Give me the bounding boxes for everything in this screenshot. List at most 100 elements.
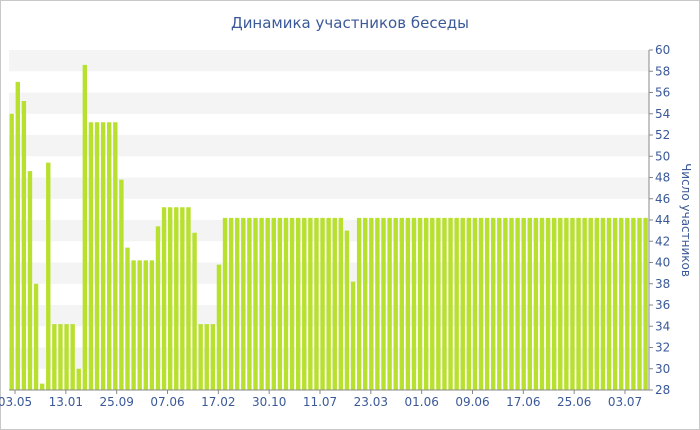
bar <box>131 260 136 390</box>
y-tick-label: 38 <box>655 277 670 291</box>
bar <box>94 122 100 390</box>
bar <box>521 217 526 390</box>
bar <box>356 217 362 390</box>
bar <box>82 64 88 390</box>
bar <box>332 217 337 390</box>
bar <box>15 81 20 390</box>
bar <box>564 217 569 390</box>
bar <box>100 122 106 390</box>
y-tick-label: 48 <box>655 171 670 185</box>
bar <box>625 217 630 390</box>
bar <box>88 122 94 390</box>
bar <box>326 217 331 390</box>
bar <box>174 207 179 390</box>
y-tick-label: 52 <box>655 128 670 142</box>
bar <box>448 217 453 390</box>
bar <box>107 122 112 390</box>
bar <box>259 217 264 390</box>
bar <box>320 217 325 390</box>
bar <box>277 217 283 390</box>
y-tick-label: 34 <box>655 319 670 333</box>
bar <box>302 217 307 390</box>
bar <box>9 113 14 390</box>
grid-band <box>9 113 649 135</box>
bar <box>271 217 276 390</box>
y-tick-label: 36 <box>655 298 670 312</box>
bar <box>637 217 642 390</box>
bar <box>70 324 75 390</box>
x-tick-label: 07.06 <box>150 395 184 409</box>
bar <box>33 283 39 390</box>
x-tick-label: 01.06 <box>404 395 438 409</box>
y-axis: 28 30 32 34 36 38 40 42 44 46 48 50 52 54 56 58 60 <box>648 43 670 397</box>
bar <box>76 368 81 390</box>
bar <box>600 217 606 390</box>
bar <box>375 217 380 390</box>
bar <box>369 217 374 390</box>
bar <box>417 217 423 390</box>
bar <box>570 217 575 390</box>
bar <box>338 217 344 390</box>
chart-title: Динамика участников беседы <box>230 14 470 32</box>
grid-band <box>9 156 649 178</box>
bar <box>192 232 197 390</box>
bar <box>497 217 502 390</box>
bar <box>454 217 459 390</box>
bar <box>137 260 142 390</box>
bar <box>509 217 514 390</box>
grid-band <box>9 71 649 93</box>
y-tick-label: 30 <box>655 362 670 376</box>
y-tick-label: 44 <box>655 213 670 227</box>
bars <box>9 64 648 390</box>
bar <box>491 217 496 390</box>
y-tick-label: 50 <box>655 149 670 163</box>
x-tick-label: 17.06 <box>506 395 540 409</box>
x-tick-label: 25.09 <box>99 395 133 409</box>
grid-band <box>9 135 649 157</box>
bar <box>423 217 429 390</box>
bar <box>643 217 648 390</box>
bar <box>295 217 301 390</box>
bar <box>265 217 270 390</box>
y-tick-label: 46 <box>655 192 670 206</box>
bar <box>484 217 490 390</box>
bar <box>551 217 557 390</box>
bar <box>387 217 392 390</box>
bar <box>125 247 130 390</box>
y-tick-label: 28 <box>655 383 670 397</box>
x-tick-label: 03.05 <box>0 395 32 409</box>
grid-band <box>9 177 649 199</box>
y-tick-label: 54 <box>655 107 670 121</box>
bar <box>442 217 447 390</box>
bar <box>167 207 173 390</box>
bar <box>204 324 209 390</box>
x-tick-label: 11.07 <box>303 395 337 409</box>
x-axis: 03.05 13.01 25.09 07.06 17.02 30.10 11.07 23.03… <box>0 389 649 409</box>
bar <box>619 217 624 390</box>
bar <box>314 217 319 390</box>
y-tick-label: 56 <box>655 86 670 100</box>
bar <box>503 217 508 390</box>
bar <box>52 324 57 390</box>
bar <box>39 383 45 390</box>
bar <box>478 217 484 390</box>
bar <box>198 324 203 390</box>
bar <box>289 217 295 390</box>
bar <box>64 324 69 390</box>
bar <box>527 217 532 390</box>
bar <box>235 217 240 390</box>
bar <box>381 217 386 390</box>
bar <box>113 122 118 390</box>
bar <box>216 264 222 390</box>
bar <box>515 217 520 390</box>
grid-band <box>9 92 649 114</box>
x-tick-label: 17.02 <box>201 395 235 409</box>
x-tick-label: 30.10 <box>252 395 286 409</box>
bar <box>594 217 600 390</box>
bar <box>539 217 545 390</box>
bar <box>588 217 593 390</box>
bar <box>472 217 478 390</box>
bar <box>430 217 435 390</box>
bar <box>533 217 539 390</box>
x-tick-label: 23.03 <box>354 395 388 409</box>
